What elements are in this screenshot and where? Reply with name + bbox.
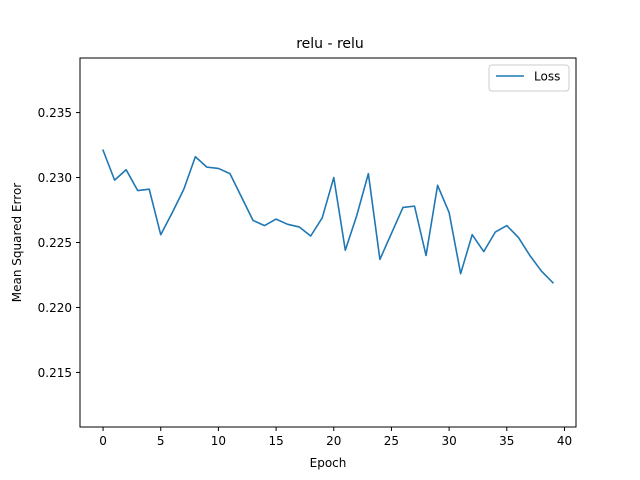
legend-box [488, 64, 570, 92]
legend: Loss [488, 64, 570, 92]
x-tick-label: 25 [384, 434, 399, 448]
x-axis: 0 5 10 15 20 25 30 35 40 [99, 427, 572, 448]
series-layer [102, 149, 555, 284]
x-tick-label: 35 [499, 434, 514, 448]
x-tick-label: 10 [211, 434, 226, 448]
x-tick-label: 0 [99, 434, 107, 448]
series-line-loss [102, 149, 555, 284]
x-tick-label: 30 [441, 434, 456, 448]
x-tick-label: 20 [326, 434, 341, 448]
y-tick-label: 0.215 [38, 366, 72, 380]
x-tick-label: 40 [557, 434, 572, 448]
legend-label-loss: Loss [534, 70, 560, 84]
y-axis: 0.215 0.220 0.225 0.230 0.235 [38, 106, 80, 380]
x-tick-label: 5 [157, 434, 165, 448]
y-tick-label: 0.220 [38, 301, 72, 315]
plot-frame [79, 57, 577, 428]
x-tick-label: 15 [268, 434, 283, 448]
plot-area [79, 57, 577, 428]
y-tick-label: 0.230 [38, 171, 72, 185]
chart-title: relu - relu [296, 36, 364, 52]
y-tick-label: 0.235 [38, 106, 72, 120]
y-tick-label: 0.225 [38, 236, 72, 250]
y-axis-label: Mean Squared Error [10, 183, 24, 303]
x-axis-label: Epoch [310, 456, 347, 470]
